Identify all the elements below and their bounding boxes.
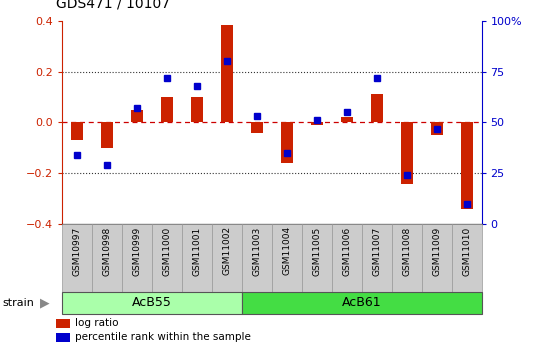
Text: strain: strain bbox=[3, 298, 34, 308]
Bar bbox=[310, 122, 323, 125]
Text: GSM11002: GSM11002 bbox=[222, 226, 231, 275]
Text: GSM11008: GSM11008 bbox=[402, 226, 411, 276]
Text: GSM11000: GSM11000 bbox=[162, 226, 171, 276]
Bar bbox=[371, 95, 383, 122]
Text: GSM11006: GSM11006 bbox=[342, 226, 351, 276]
Bar bbox=[451, 224, 482, 292]
Bar bbox=[122, 224, 152, 292]
Text: GSM11003: GSM11003 bbox=[252, 226, 261, 276]
Text: GSM10997: GSM10997 bbox=[72, 226, 81, 276]
Bar bbox=[401, 122, 413, 184]
Bar bbox=[62, 224, 92, 292]
Bar bbox=[242, 292, 482, 314]
Bar bbox=[341, 117, 352, 122]
Bar bbox=[392, 224, 422, 292]
Bar bbox=[281, 122, 293, 163]
Bar bbox=[182, 224, 212, 292]
Bar bbox=[92, 224, 122, 292]
Bar bbox=[422, 224, 451, 292]
Text: AcB55: AcB55 bbox=[132, 296, 172, 309]
Bar bbox=[430, 122, 443, 135]
Bar bbox=[242, 224, 272, 292]
Bar bbox=[161, 97, 173, 122]
Text: GDS471 / 10107: GDS471 / 10107 bbox=[56, 0, 171, 10]
Text: GSM11009: GSM11009 bbox=[432, 226, 441, 276]
Text: GSM11001: GSM11001 bbox=[192, 226, 201, 276]
Bar bbox=[362, 224, 392, 292]
Bar bbox=[56, 333, 70, 342]
Text: ▶: ▶ bbox=[40, 296, 50, 309]
Bar bbox=[331, 224, 362, 292]
Text: GSM10998: GSM10998 bbox=[102, 226, 111, 276]
Bar bbox=[272, 224, 302, 292]
Text: GSM10999: GSM10999 bbox=[132, 226, 141, 276]
Bar bbox=[302, 224, 331, 292]
Bar bbox=[461, 122, 472, 209]
Text: AcB61: AcB61 bbox=[342, 296, 381, 309]
Bar bbox=[101, 122, 113, 148]
Text: GSM11004: GSM11004 bbox=[282, 226, 291, 275]
Text: GSM11007: GSM11007 bbox=[372, 226, 381, 276]
Bar bbox=[56, 319, 70, 328]
Text: log ratio: log ratio bbox=[75, 318, 119, 328]
Bar bbox=[191, 97, 203, 122]
Text: percentile rank within the sample: percentile rank within the sample bbox=[75, 332, 251, 342]
Bar bbox=[152, 224, 182, 292]
Bar bbox=[251, 122, 263, 133]
Bar bbox=[62, 292, 242, 314]
Bar bbox=[71, 122, 83, 140]
Text: GSM11005: GSM11005 bbox=[312, 226, 321, 276]
Bar bbox=[212, 224, 242, 292]
Text: GSM11010: GSM11010 bbox=[462, 226, 471, 276]
Bar bbox=[221, 24, 233, 122]
Bar bbox=[131, 110, 143, 122]
